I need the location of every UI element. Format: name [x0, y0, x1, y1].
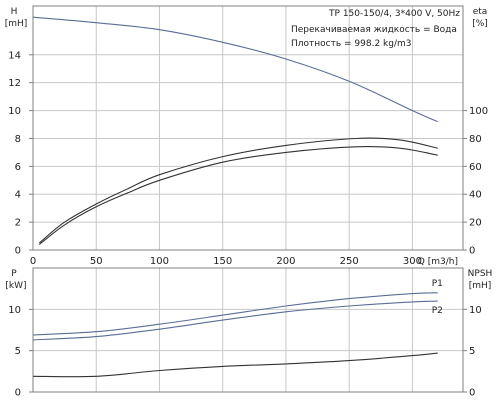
y2-tick-label: 20 — [469, 218, 482, 229]
y-axis-label-bottom: [mH] — [5, 19, 28, 29]
x-tick-label: 300 — [403, 256, 422, 267]
y-tick-label: 6 — [15, 162, 21, 173]
y2-tick-label: 100 — [469, 106, 488, 117]
series-line — [32, 352, 438, 378]
series-line — [32, 300, 438, 341]
y-tick-label: 2 — [15, 218, 21, 229]
x-tick-label: 250 — [340, 256, 359, 267]
y-axis-label-top: H — [11, 7, 18, 17]
y2-tick-label: 10 — [469, 305, 482, 316]
chart-annotation: Плотность = 998.2 kg/m3 — [291, 39, 412, 49]
y-tick-label: 12 — [8, 78, 21, 89]
x-tick-label: 50 — [90, 256, 103, 267]
y-tick-label: 0 — [15, 246, 21, 257]
series-line — [32, 292, 438, 336]
series-line — [38, 145, 438, 245]
chart-title: TP 150-150/4, 3*400 V, 50Hz — [328, 9, 460, 19]
y-tick-label: 5 — [15, 346, 21, 357]
series-label: P1 — [432, 279, 443, 289]
y2-axis-label-bottom: [%] — [472, 19, 488, 29]
y2-axis-label-top: eta — [473, 7, 488, 17]
y-tick-label: 10 — [8, 106, 21, 117]
y-tick-label: 8 — [15, 134, 21, 145]
chart-annotation: Перекачиваемая жидкость = Вода — [291, 25, 457, 35]
y2-tick-label: 40 — [469, 190, 482, 201]
x-tick-label: 150 — [213, 256, 232, 267]
y2-tick-label: 0 — [469, 246, 475, 257]
y-tick-label: 10 — [8, 305, 21, 316]
x-axis-label: Q [m3/h] — [418, 257, 458, 267]
y2-axis-label-bottom: [mH] — [469, 281, 492, 291]
y2-tick-label: 60 — [469, 162, 482, 173]
x-tick-label: 0 — [30, 256, 36, 267]
plot-frame — [32, 267, 464, 393]
y-tick-label: 0 — [15, 388, 21, 399]
y2-axis-label-top: NPSH — [468, 269, 493, 279]
y-axis-label-bottom: [kW] — [5, 281, 26, 291]
y2-tick-label: 80 — [469, 134, 482, 145]
y2-tick-label: 5 — [469, 346, 475, 357]
series-label: P2 — [432, 306, 443, 316]
y-tick-label: 4 — [15, 190, 21, 201]
x-tick-label: 100 — [150, 256, 169, 267]
plot-frame — [32, 5, 464, 251]
y-axis-label-top: P — [11, 269, 17, 279]
y2-tick-label: 0 — [469, 388, 475, 399]
y-tick-label: 14 — [8, 50, 21, 61]
series-line — [32, 16, 438, 123]
series-line — [38, 137, 438, 244]
x-tick-label: 200 — [276, 256, 295, 267]
